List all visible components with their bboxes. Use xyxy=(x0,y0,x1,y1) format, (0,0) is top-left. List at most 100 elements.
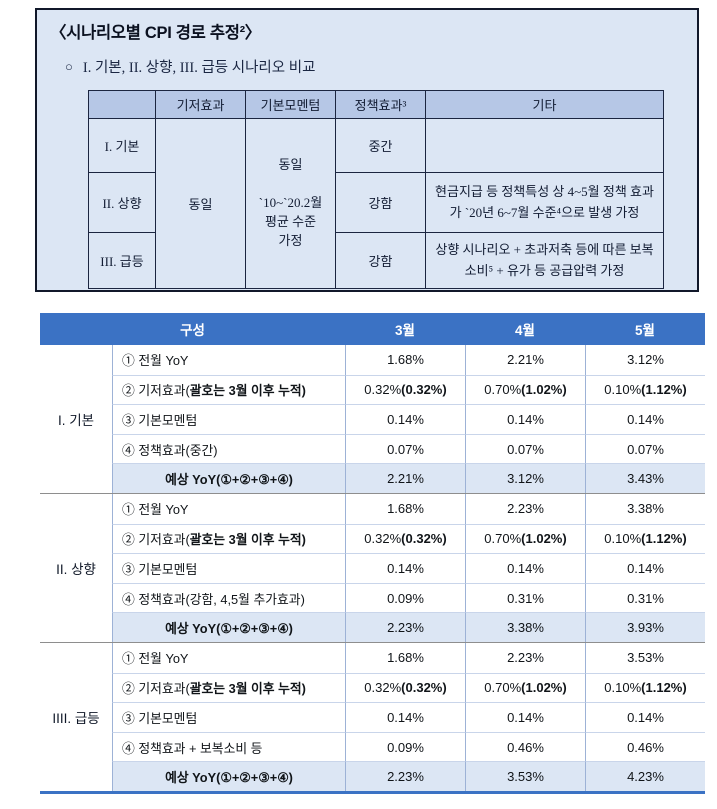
row-label-text: ④ 정책효과(강함, 4,5월 추가효과) xyxy=(122,591,305,607)
cell-value: 2.21% xyxy=(345,463,465,493)
cell-value-bold-text: (1.12%) xyxy=(641,382,687,398)
cell-value-text: 0.10% xyxy=(604,382,642,398)
cell-value: 0.46% xyxy=(465,731,585,762)
header-policy-effect: 정책효과³ xyxy=(335,90,426,119)
cell-value-bold-text: (0.32%) xyxy=(401,531,447,547)
etc-cell: 상향 시나리오 + 초과저축 등에 따른 보복소비⁵ + 유가 등 공급압력 가… xyxy=(425,232,664,289)
cell-value-text: 0.31% xyxy=(507,590,544,606)
cell-value-text: 0.31% xyxy=(627,590,664,606)
cell-value: 3.38% xyxy=(585,493,705,524)
cell-value: 0.07% xyxy=(585,433,705,464)
cell-value: 0.46% xyxy=(585,731,705,762)
row-label-text: ① 전월 YoY xyxy=(122,353,189,369)
cell-value-text: 0.07% xyxy=(627,441,664,457)
scenario-assumption-table: 기저효과 기본모멘텀 정책효과³ 기타 I. 기본 동일 동일 `10~`20.… xyxy=(88,90,664,289)
row-label-bold-text: 괄호는 3월 이후 누적) xyxy=(189,532,306,548)
policy-cell: 강함 xyxy=(335,172,426,233)
cpi-table-header: 구성 3월 4월 5월 xyxy=(40,313,705,345)
row-label-text: ② 기저효과( xyxy=(122,383,190,399)
cell-value: 0.10% (1.12%) xyxy=(585,374,705,405)
cell-value: 0.14% xyxy=(345,404,465,434)
cell-value-text: 0.07% xyxy=(387,441,424,457)
cpi-table-body: I. 기본 ① 전월 YoY 1.68% 2.21% 3.12% ② 기저효과(괄호는 3… xyxy=(40,345,705,794)
scenario-group-label: I. 기본 xyxy=(40,345,112,493)
summary-row-label: 예상 YoY(①+②+③+④) xyxy=(112,761,345,791)
cell-value-text: 2.23% xyxy=(507,650,544,666)
cell-value-text: 0.32% xyxy=(364,531,402,547)
row-label: ② 기저효과(괄호는 3월 이후 누적) xyxy=(112,672,345,703)
row-label-bold-text: 괄호는 3월 이후 누적) xyxy=(189,383,306,399)
row-label: III. 급등 xyxy=(88,232,156,289)
cell-value-text: 0.46% xyxy=(507,739,544,755)
cell-value-text: 1.68% xyxy=(387,650,424,666)
cell-value-text: 3.43% xyxy=(627,471,664,487)
cell-value: 0.14% xyxy=(585,553,705,583)
summary-row-label: 예상 YoY(①+②+③+④) xyxy=(112,463,345,493)
cell-value: 0.14% xyxy=(345,702,465,732)
header-month-march: 3월 xyxy=(395,323,415,338)
cell-value: 0.14% xyxy=(585,404,705,434)
cell-value: 0.14% xyxy=(465,553,585,583)
cell-value: 0.32% (0.32%) xyxy=(345,523,465,554)
cell-value: 0.07% xyxy=(345,433,465,464)
cell-value: 0.70% (1.02%) xyxy=(465,374,585,405)
page-title: 〈시나리오별 CPI 경로 추정²〉 xyxy=(50,24,261,42)
row-label-text: ④ 정책효과(중간) xyxy=(122,442,218,458)
cell-value: 1.68% xyxy=(345,345,465,375)
cell-value-text: 0.14% xyxy=(387,709,424,725)
row-label-bold-text: 괄호는 3월 이후 누적) xyxy=(189,681,306,697)
table-row: II. 상향 강함 현금지급 등 정책특성 상 4~5월 정책 효과가 `20년… xyxy=(88,172,664,233)
row-label-text: ③ 기본모멘텀 xyxy=(122,710,198,726)
row-label: I. 기본 xyxy=(88,118,156,173)
cell-value-bold-text: (1.02%) xyxy=(521,680,567,696)
row-label: II. 상향 xyxy=(88,172,156,233)
row-label-text: ③ 기본모멘텀 xyxy=(122,412,198,428)
cell-value-text: 2.23% xyxy=(507,501,544,517)
scenario-group: II. 상향 ① 전월 YoY 1.68% 2.23% 3.38% ② 기저효과(괄호는 … xyxy=(40,492,705,642)
cell-value-text: 0.46% xyxy=(627,739,664,755)
scenario-group: I. 기본 ① 전월 YoY 1.68% 2.21% 3.12% ② 기저효과(괄호는 3… xyxy=(40,345,705,493)
cell-value: 0.70% (1.02%) xyxy=(465,672,585,703)
row-label: ④ 정책효과(강함, 4,5월 추가효과) xyxy=(112,582,345,613)
cell-value: 4.23% xyxy=(585,761,705,791)
cell-value-text: 2.23% xyxy=(387,620,424,636)
cell-value-text: 0.32% xyxy=(364,680,402,696)
table-row: III. 급등 강함 상향 시나리오 + 초과저축 등에 따른 보복소비⁵ + … xyxy=(88,232,664,289)
scenario-group-label: IIII. 급등 xyxy=(40,642,112,791)
bullet-line: ○ I. 기본, II. 상향, III. 급등 시나리오 비교 xyxy=(65,56,697,77)
row-label: ③ 기본모멘텀 xyxy=(112,702,345,732)
header-month-may: 5월 xyxy=(635,323,655,338)
cell-value-text: 0.14% xyxy=(387,411,424,427)
header-base-effect: 기저효과 xyxy=(155,90,246,119)
cell-value: 0.14% xyxy=(585,702,705,732)
row-label-text: 예상 YoY(①+②+③+④) xyxy=(165,472,293,488)
cell-value-text: 0.70% xyxy=(484,531,522,547)
cell-value-text: 0.70% xyxy=(484,382,522,398)
cell-value-text: 1.68% xyxy=(387,352,424,368)
cell-value: 2.23% xyxy=(465,493,585,524)
cell-value-text: 3.38% xyxy=(627,501,664,517)
header-empty xyxy=(88,90,156,119)
row-label: ④ 정책효과 + 보복소비 등 xyxy=(112,731,345,762)
etc-cell: 현금지급 등 정책특성 상 4~5월 정책 효과가 `20년 6~7월 수준⁴으… xyxy=(425,172,664,233)
summary-row-label: 예상 YoY(①+②+③+④) xyxy=(112,612,345,642)
cell-value: 3.93% xyxy=(585,612,705,642)
row-label-text: ④ 정책효과 + 보복소비 등 xyxy=(122,740,263,756)
cell-value: 0.07% xyxy=(465,433,585,464)
cell-value: 3.53% xyxy=(465,761,585,791)
cell-value-text: 3.38% xyxy=(507,620,544,636)
cell-value: 0.32% (0.32%) xyxy=(345,672,465,703)
policy-cell: 강함 xyxy=(335,232,426,289)
cell-value-text: 0.10% xyxy=(604,531,642,547)
row-label: ③ 기본모멘텀 xyxy=(112,404,345,434)
cell-value: 2.23% xyxy=(345,761,465,791)
row-label-text: ② 기저효과( xyxy=(122,681,190,697)
cell-value-bold-text: (0.32%) xyxy=(401,382,447,398)
cell-value-bold-text: (1.12%) xyxy=(641,531,687,547)
cell-value-text: 0.32% xyxy=(364,382,402,398)
cell-value-text: 1.68% xyxy=(387,501,424,517)
cell-value-text: 0.70% xyxy=(484,680,522,696)
header-momentum: 기본모멘텀 xyxy=(245,90,336,119)
cell-value-text: 0.14% xyxy=(507,560,544,576)
cell-value-text: 0.09% xyxy=(387,739,424,755)
